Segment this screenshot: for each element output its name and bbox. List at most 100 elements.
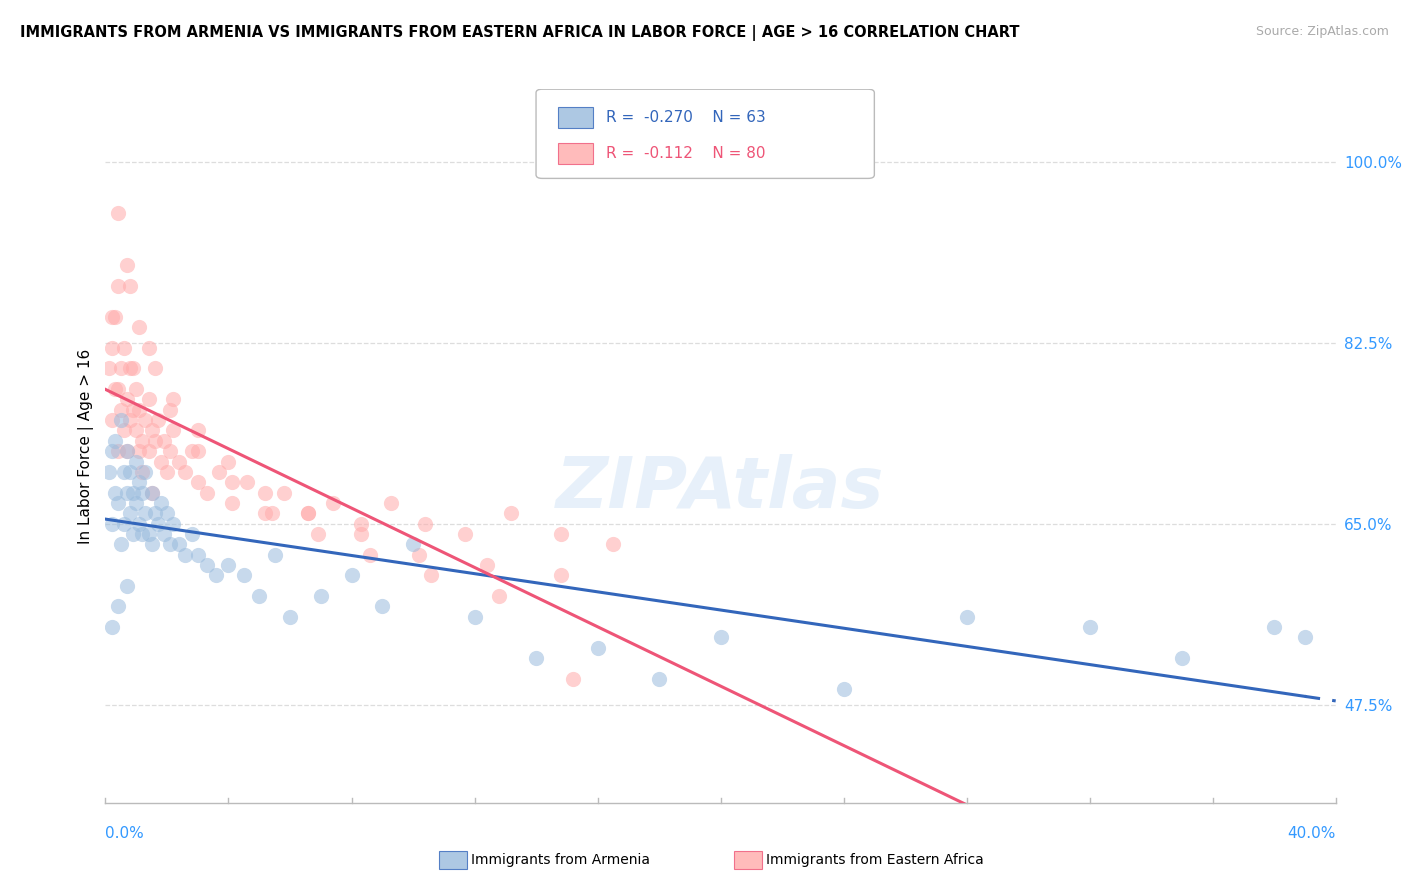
Point: [562, 672, 585, 686]
Point: [205, 568, 228, 582]
Point: [195, 558, 218, 572]
Point: [104, 382, 127, 396]
Point: [107, 206, 129, 220]
Point: [120, 413, 141, 427]
Point: [208, 465, 231, 479]
Point: [156, 465, 179, 479]
Point: [359, 548, 381, 562]
Point: [134, 506, 156, 520]
Point: [122, 527, 145, 541]
Point: [195, 485, 218, 500]
Point: [956, 609, 979, 624]
Point: [143, 506, 166, 520]
Point: [247, 589, 270, 603]
Point: [122, 361, 145, 376]
Point: [110, 402, 132, 417]
Point: [100, 341, 122, 355]
Text: Immigrants from Armenia: Immigrants from Armenia: [471, 853, 650, 867]
Point: [112, 465, 135, 479]
Point: [104, 485, 127, 500]
Point: [218, 558, 240, 572]
Point: [128, 516, 150, 531]
Point: [141, 424, 163, 438]
Point: [100, 516, 122, 531]
Point: [125, 454, 148, 468]
Point: [710, 630, 733, 644]
Point: [402, 537, 425, 551]
Point: [501, 506, 523, 520]
Y-axis label: In Labor Force | Age > 16: In Labor Force | Age > 16: [79, 349, 94, 543]
Point: [488, 589, 510, 603]
Point: [125, 424, 148, 438]
Point: [420, 568, 443, 582]
Point: [146, 516, 169, 531]
Point: [149, 454, 172, 468]
Point: [169, 454, 191, 468]
Point: [100, 444, 122, 458]
Point: [104, 434, 127, 448]
Point: [350, 516, 373, 531]
Point: [115, 579, 138, 593]
Point: [120, 465, 141, 479]
Point: [260, 506, 283, 520]
Point: [174, 548, 197, 562]
Point: [120, 361, 141, 376]
Point: [159, 444, 181, 458]
Point: [413, 516, 436, 531]
Point: [307, 527, 329, 541]
Point: [100, 620, 122, 634]
Point: [112, 341, 135, 355]
Point: [162, 516, 184, 531]
Point: [263, 548, 285, 562]
FancyBboxPatch shape: [536, 89, 875, 178]
Point: [128, 475, 150, 490]
Point: [153, 434, 176, 448]
Point: [128, 444, 150, 458]
Point: [1171, 651, 1194, 665]
Point: [156, 506, 179, 520]
Point: [125, 382, 148, 396]
Point: [100, 310, 122, 324]
Point: [187, 548, 209, 562]
Point: [107, 382, 129, 396]
Point: [602, 537, 624, 551]
Point: [134, 413, 156, 427]
Point: [232, 568, 254, 582]
Point: [122, 402, 145, 417]
Point: [141, 485, 163, 500]
Point: [648, 672, 671, 686]
Point: [149, 496, 172, 510]
Point: [297, 506, 319, 520]
Point: [162, 392, 184, 407]
Point: [143, 361, 166, 376]
Point: [278, 609, 301, 624]
Text: 0.0%: 0.0%: [105, 826, 145, 840]
Point: [550, 568, 572, 582]
Point: [141, 537, 163, 551]
Point: [128, 402, 150, 417]
Point: [187, 444, 209, 458]
Point: [131, 527, 153, 541]
Point: [586, 640, 609, 655]
Point: [180, 527, 202, 541]
Point: [100, 413, 122, 427]
Point: [218, 454, 240, 468]
Point: [112, 424, 135, 438]
Point: [115, 392, 138, 407]
Point: [141, 485, 163, 500]
Point: [340, 568, 363, 582]
Point: [174, 465, 197, 479]
Point: [380, 496, 402, 510]
Point: [322, 496, 344, 510]
Point: [97, 361, 120, 376]
FancyBboxPatch shape: [558, 107, 593, 128]
Text: Source: ZipAtlas.com: Source: ZipAtlas.com: [1256, 25, 1389, 38]
Point: [464, 609, 486, 624]
Point: [475, 558, 498, 572]
Text: R =  -0.270    N = 63: R = -0.270 N = 63: [606, 111, 766, 125]
Point: [159, 402, 181, 417]
Point: [273, 485, 295, 500]
Point: [120, 506, 141, 520]
Point: [107, 599, 129, 614]
Point: [162, 424, 184, 438]
